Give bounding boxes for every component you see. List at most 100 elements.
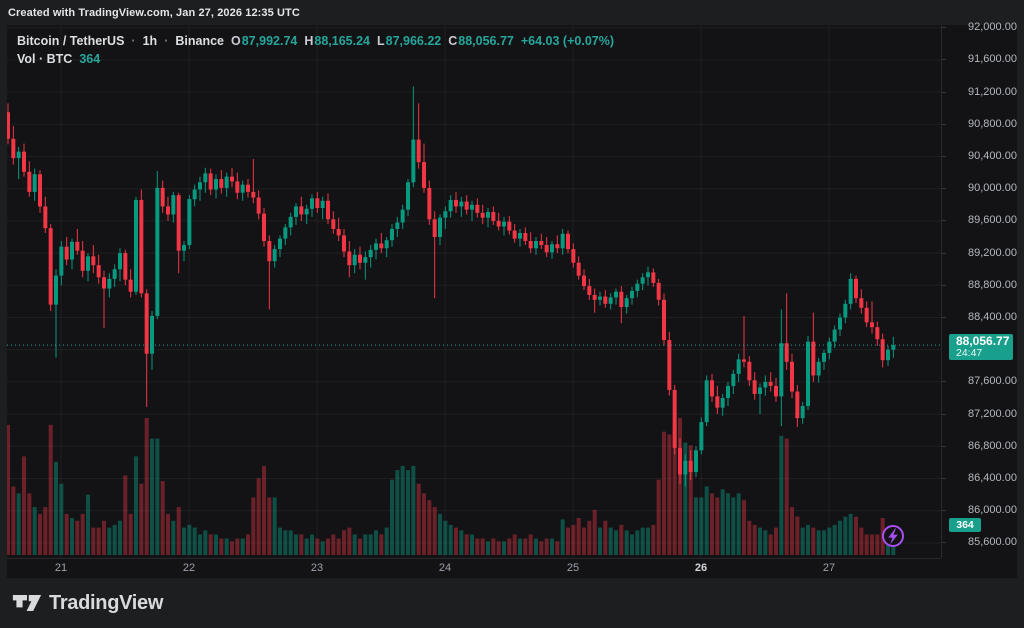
price-axis[interactable]: 88,056.77 24:47 364 92,000.00 91,600.00 91… xyxy=(941,21,1017,558)
candle-body xyxy=(496,220,501,227)
candle-body xyxy=(27,171,32,192)
volume-bar xyxy=(704,486,709,555)
volume-bar xyxy=(715,497,720,555)
candle-body xyxy=(219,179,224,188)
volume-bar xyxy=(560,519,565,555)
volume-bar xyxy=(134,456,138,555)
price-tick-label: 86,400.00 xyxy=(968,472,1017,484)
volume-bar xyxy=(251,497,256,555)
volume-bar xyxy=(139,483,144,555)
ohlc-high: H 88,165.24 xyxy=(304,33,370,48)
volume-label: Vol · BTC xyxy=(17,51,73,66)
candle-body xyxy=(752,380,757,394)
volume-layer xyxy=(7,418,896,555)
volume-bar xyxy=(256,478,261,555)
volume-bar xyxy=(624,530,629,555)
price-tick-label: 89,200.00 xyxy=(968,246,1017,259)
volume-bar xyxy=(86,494,90,555)
volume-bar xyxy=(171,520,176,555)
price-tick-dash xyxy=(942,413,946,415)
candle-body xyxy=(587,286,592,295)
price-tick-label: 87,600.00 xyxy=(968,375,1017,388)
footer-bar: TradingView xyxy=(0,578,1024,628)
candle-body xyxy=(678,447,682,475)
candle-body xyxy=(640,277,645,284)
volume-bar xyxy=(736,493,741,555)
time-tick-label: 21 xyxy=(54,562,68,574)
price-tick-label: 90,800.00 xyxy=(968,117,1017,130)
price-chart-pane[interactable] xyxy=(7,25,941,558)
volume-bar xyxy=(758,527,762,555)
volume-bar xyxy=(651,524,656,555)
volume-bar xyxy=(784,438,789,555)
volume-bar xyxy=(694,497,698,555)
candle-body xyxy=(699,422,704,451)
candle-body xyxy=(235,181,240,193)
volume-bar xyxy=(523,538,528,555)
candle-body xyxy=(214,179,218,190)
price-tick-dash xyxy=(942,317,946,318)
volume-bar xyxy=(107,527,112,555)
attribution-bar: Created with TradingView.com, Jan 27, 20… xyxy=(0,0,1024,25)
price-tick-label: 86,800.00 xyxy=(968,439,1017,452)
candle-body xyxy=(176,195,181,251)
candle-body xyxy=(75,241,80,251)
volume-bar xyxy=(779,435,784,555)
candle-body xyxy=(283,227,288,239)
price-tick-dash xyxy=(942,284,946,286)
candle-body xyxy=(192,189,197,200)
volume-bar xyxy=(640,527,645,555)
candle-body xyxy=(742,359,746,362)
volume-bar xyxy=(795,516,800,555)
price-tick-label: 88,400.00 xyxy=(968,311,1017,323)
candle-body xyxy=(736,359,741,374)
candle-body xyxy=(32,174,37,192)
candle-body xyxy=(608,297,613,304)
interval-label: 1h xyxy=(142,33,158,48)
candle-body xyxy=(459,201,464,207)
volume-bar xyxy=(112,524,117,555)
candlestick-plot[interactable] xyxy=(7,25,941,558)
candle-body xyxy=(102,277,106,289)
price-tick-label: 89,600.00 xyxy=(968,214,1017,227)
volume-bar xyxy=(192,527,197,555)
ohlc-low: L 87,966.22 xyxy=(376,33,442,48)
candle-body xyxy=(859,298,864,308)
volume-bar xyxy=(262,465,266,555)
volume-bar xyxy=(486,541,490,555)
chart-widget: Bitcoin / TetherUS · 1h · Binance O 87,99… xyxy=(7,21,1017,578)
candle-body xyxy=(875,327,880,340)
candle-body xyxy=(464,201,469,210)
candle-body xyxy=(667,340,672,390)
candle-body xyxy=(91,256,96,266)
volume-bar xyxy=(326,538,330,555)
time-tick-label: 24 xyxy=(438,562,452,574)
candle-body xyxy=(230,176,234,182)
price-tick-dash xyxy=(942,59,946,61)
time-axis[interactable]: 21 22 23 24 25 26 27 xyxy=(7,558,941,578)
candle-body xyxy=(384,240,389,249)
boost-lightning-button[interactable] xyxy=(882,525,904,547)
tradingview-logo-link[interactable]: TradingView xyxy=(12,592,163,615)
volume-bar xyxy=(454,527,458,555)
volume-bar xyxy=(848,513,853,555)
volume-bar xyxy=(806,524,810,555)
candle-body xyxy=(774,385,778,397)
candle-body xyxy=(683,460,688,475)
candle-body xyxy=(150,315,154,354)
candle-body xyxy=(379,243,384,249)
volume-bar xyxy=(683,442,688,555)
candle-body xyxy=(534,241,538,249)
candle-body xyxy=(16,151,21,159)
price-tick-dash xyxy=(942,445,946,447)
price-tick-dash xyxy=(942,510,946,512)
volume-bar xyxy=(843,516,848,555)
candle-body xyxy=(715,396,720,408)
volume-bar xyxy=(768,534,773,555)
volume-bar xyxy=(432,507,437,555)
price-tick-dash xyxy=(942,220,946,222)
volume-bar xyxy=(566,527,570,555)
volume-bar xyxy=(619,524,624,555)
volume-bar xyxy=(64,513,69,555)
candle-body xyxy=(123,253,128,280)
